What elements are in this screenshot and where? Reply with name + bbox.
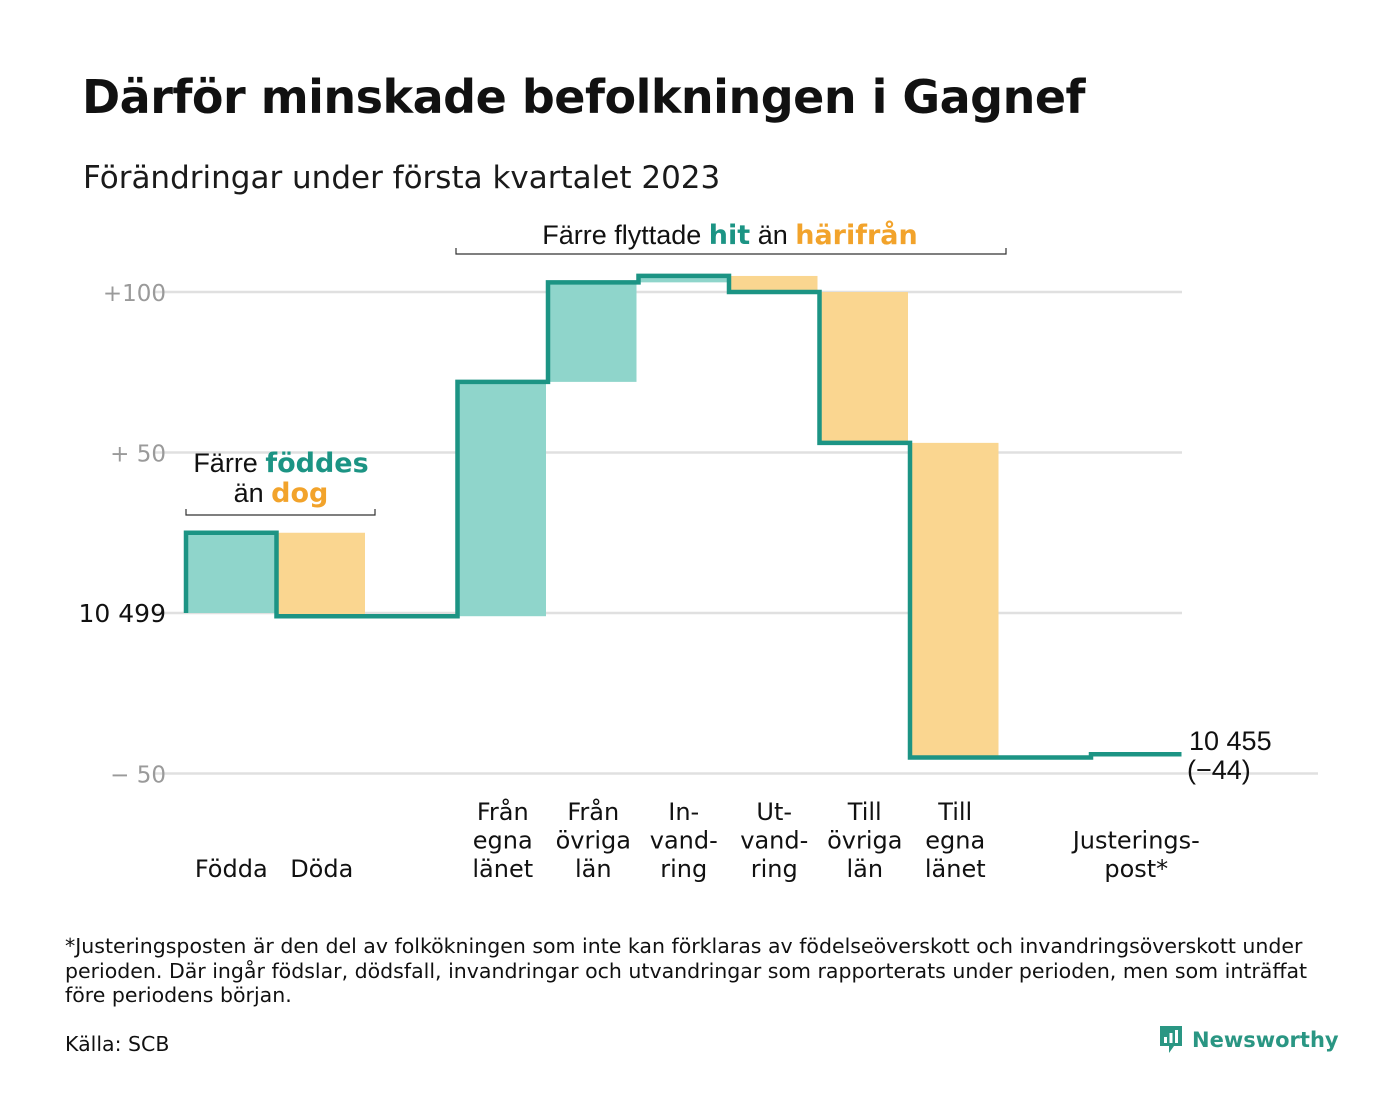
x-category-label: vand- [650, 827, 718, 855]
x-category-label: vand- [740, 827, 808, 855]
migration-annotation: Färre flyttade hit än härifrån [455, 219, 1007, 255]
x-category-label: länet [472, 855, 533, 883]
y-tick-label: − 50 [110, 763, 166, 789]
decrease-bar [912, 442, 999, 758]
newsworthy-logo-icon [1160, 1026, 1182, 1053]
x-category-label: Döda [290, 855, 353, 883]
decrease-bar [821, 292, 908, 443]
births-deaths-bracket [185, 509, 376, 516]
decrease-bar [278, 532, 365, 617]
chart-subtitle: Förändringar under första kvartalet 2023 [83, 160, 721, 196]
increase-bar [640, 275, 727, 283]
x-axis-labels: Födda DödaFrånegnalänetFrånövrigalänIn-va… [195, 797, 1200, 883]
footnote: *Justeringsposten är den del av folkökni… [65, 934, 1308, 1007]
gridlines [153, 290, 1318, 775]
annotation-births-line1: Färre föddes [193, 448, 368, 479]
brand-name: Newsworthy [1192, 1028, 1339, 1052]
y-tick-baseline-label: 10 499 [79, 599, 166, 628]
x-category-label: Till [937, 798, 972, 826]
brand-logo: Newsworthy [1158, 1024, 1339, 1056]
y-tick-label: +100 [103, 281, 166, 307]
x-category-label: egna [473, 827, 533, 855]
end-change-label: (−44) [1187, 755, 1251, 785]
x-category-label: övriga [827, 827, 902, 855]
x-category-label: Ut- [756, 798, 792, 826]
increase-bar [188, 532, 275, 613]
x-category-label: ring [660, 855, 707, 883]
running-total-line [183, 273, 1182, 760]
chart-title: Därför minskade befolkningen i Gagnef [82, 70, 1086, 124]
x-category-label: Födda [195, 855, 268, 883]
end-value-label: 10 455 [1189, 726, 1272, 756]
births-deaths-annotation: Färre föddes än dog [185, 448, 376, 516]
bars [188, 275, 999, 758]
x-category-label: ring [751, 855, 798, 883]
x-category-label: In- [668, 798, 699, 826]
x-category-label: län [846, 855, 883, 883]
annotation-births-line2: än dog [234, 478, 329, 509]
x-category-label: Till [847, 798, 882, 826]
x-category-label: Från [567, 797, 619, 826]
x-category-label: länet [925, 855, 986, 883]
x-category-label: övriga [556, 827, 631, 855]
x-category-label: post* [1104, 855, 1168, 883]
y-axis-ticks: +100 + 50 10 499 − 50 [79, 281, 166, 789]
migration-bracket [455, 248, 1007, 255]
increase-bar [550, 282, 637, 382]
x-category-label: Justerings- [1071, 827, 1200, 855]
x-category-label: egna [925, 827, 985, 855]
decrease-bar [731, 275, 818, 292]
running-total-line [183, 273, 1182, 760]
annotation-migration: Färre flyttade hit än härifrån [542, 219, 918, 251]
source: Källa: SCB [65, 1032, 170, 1056]
x-category-label: Från [477, 797, 529, 826]
increase-bar [459, 381, 546, 617]
y-tick-label: + 50 [110, 442, 166, 468]
x-category-label: län [575, 855, 612, 883]
